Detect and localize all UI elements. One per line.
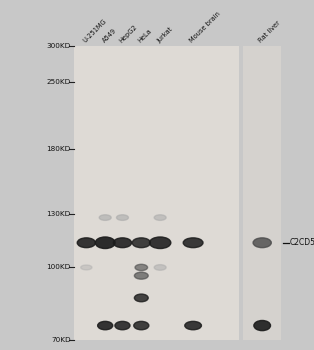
Text: U-251MG: U-251MG [82, 18, 108, 44]
Ellipse shape [99, 215, 111, 220]
Ellipse shape [134, 321, 149, 330]
Ellipse shape [134, 272, 148, 279]
Text: Jurkat: Jurkat [156, 26, 174, 44]
Ellipse shape [185, 321, 202, 330]
Ellipse shape [81, 265, 92, 270]
Ellipse shape [149, 237, 171, 248]
Text: 300KD: 300KD [46, 42, 71, 49]
Text: HeLa: HeLa [137, 28, 153, 44]
Ellipse shape [77, 238, 95, 248]
Bar [243, 46, 281, 340]
Ellipse shape [115, 321, 130, 330]
Text: C2CD5: C2CD5 [290, 238, 314, 247]
Ellipse shape [134, 294, 148, 302]
Ellipse shape [98, 321, 113, 330]
Text: 180KD: 180KD [46, 146, 71, 152]
Text: 130KD: 130KD [46, 211, 71, 217]
Text: Rat liver: Rat liver [258, 20, 282, 44]
Ellipse shape [183, 238, 203, 248]
Text: Mouse brain: Mouse brain [189, 10, 222, 44]
Bar [74, 46, 239, 340]
Text: 100KD: 100KD [46, 265, 71, 271]
Text: 250KD: 250KD [46, 79, 71, 85]
Ellipse shape [253, 238, 271, 248]
Ellipse shape [154, 265, 166, 270]
Text: A549: A549 [101, 27, 117, 44]
Ellipse shape [116, 215, 128, 220]
Ellipse shape [95, 237, 115, 248]
Text: 70KD: 70KD [51, 336, 71, 343]
Ellipse shape [132, 238, 150, 248]
Ellipse shape [154, 215, 166, 220]
Ellipse shape [113, 238, 132, 248]
Ellipse shape [135, 264, 148, 271]
Ellipse shape [254, 321, 271, 331]
Text: HepG2: HepG2 [118, 23, 138, 44]
